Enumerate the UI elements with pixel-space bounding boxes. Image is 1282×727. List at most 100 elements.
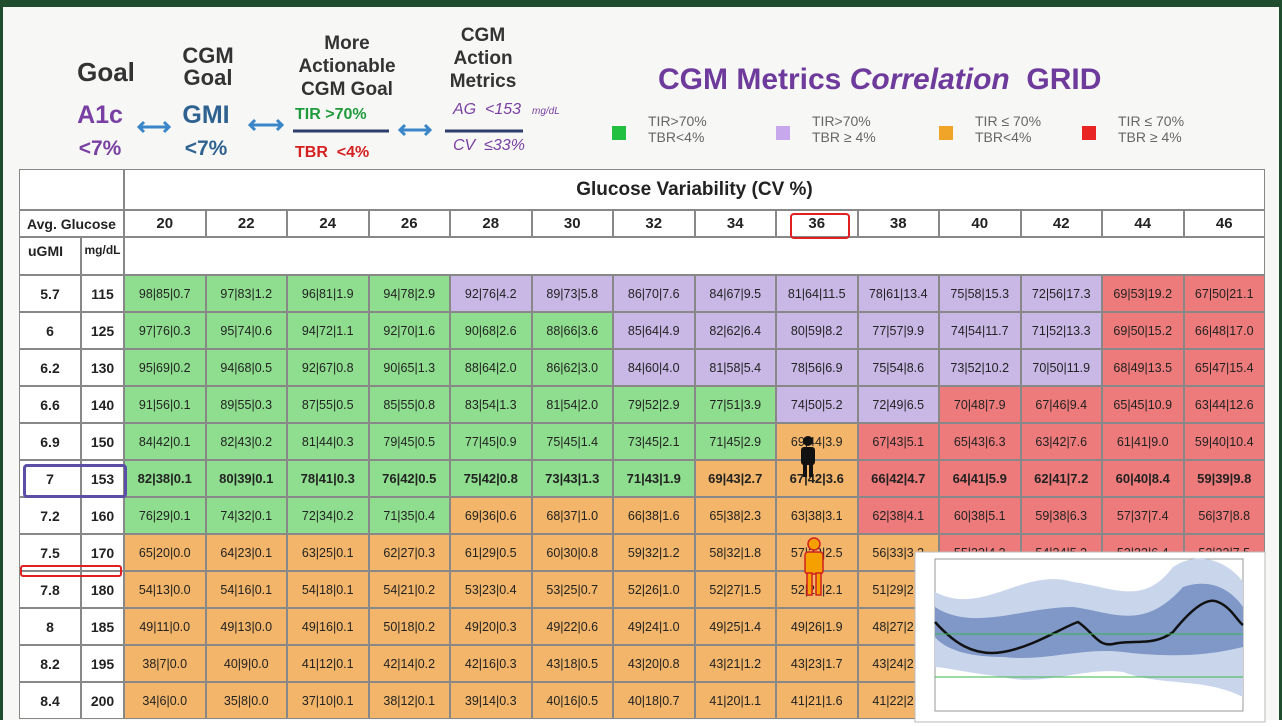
grid-cell: 49|20|0.3: [450, 608, 532, 645]
grid-cell: 84|60|4.0: [613, 349, 695, 386]
grid-cell: 84|42|0.1: [124, 423, 206, 460]
grid-cell: 66|48|17.0: [1183, 312, 1265, 349]
grid-cell: 42|16|0.3: [450, 645, 532, 682]
row-mg: 115: [81, 275, 124, 312]
grid-cell: 88|64|2.0: [450, 349, 532, 386]
grid-cell: 39|14|0.3: [450, 682, 532, 719]
grid-cell: 74|54|11.7: [939, 312, 1021, 349]
row-header: Avg. Glucose: [19, 210, 124, 237]
row-mg: 140: [81, 386, 124, 423]
legend-text: TBR ≥ 4%: [812, 129, 876, 145]
grid-cell: 38|12|0.1: [368, 682, 450, 719]
legend-text: TBR<4%: [975, 129, 1032, 145]
grid-cell: 73|45|2.1: [613, 423, 695, 460]
grid-cell: 75|42|0.8: [450, 460, 532, 497]
grid-cell: 43|18|0.5: [531, 645, 613, 682]
grid-cell: 68|37|1.0: [531, 497, 613, 534]
grid-cell: 67|46|9.4: [1020, 386, 1102, 423]
grid-cell: 70|48|7.9: [939, 386, 1021, 423]
cv-metric: CV ≤33%: [453, 137, 525, 154]
grid-cell: 94|72|1.1: [287, 312, 369, 349]
grid-cell-hidden: [1183, 682, 1265, 719]
grid-cell: 79|52|2.9: [613, 386, 695, 423]
grid-cell: 94|68|0.5: [205, 349, 287, 386]
grid-cell: 40|9|0.0: [205, 645, 287, 682]
table-header-corner: [19, 169, 124, 210]
table-title-cell: Glucose Variability (CV %): [124, 169, 1265, 210]
grid-cell-hidden: [1020, 571, 1102, 608]
header-arrows: [136, 118, 523, 137]
tbr-goal: TBR <4%: [295, 144, 370, 161]
grid-cell: 52|28|2.1: [776, 571, 858, 608]
grid-cell-hidden: [1183, 571, 1265, 608]
grid-cell: 78|41|0.3: [287, 460, 369, 497]
grid-cell: 60|40|8.4: [1102, 460, 1184, 497]
grid-cell-hidden: [939, 571, 1021, 608]
grid-cell: 54|21|0.2: [368, 571, 450, 608]
grid-cell: 89|73|5.8: [531, 275, 613, 312]
grid-cell: 67|50|21.1: [1183, 275, 1265, 312]
row-gmi: 8.2: [19, 645, 81, 682]
cv-tick: 40: [939, 210, 1021, 237]
grid-cell: 71|52|13.3: [1020, 312, 1102, 349]
title-part: Correlation: [849, 63, 1010, 96]
row-marker: [20, 565, 122, 577]
legend-swatch: [612, 126, 626, 140]
grid-cell: 57|33|2.5: [776, 534, 858, 571]
grid-cell: 49|11|0.0: [124, 608, 206, 645]
grid-cell: 52|33|7.5: [1183, 534, 1265, 571]
grid-cell: 63|42|7.6: [1020, 423, 1102, 460]
row-mg: 160: [81, 497, 124, 534]
row-mg: 180: [81, 571, 124, 608]
cv-tick: 28: [450, 210, 532, 237]
grid-cell: 41|21|1.6: [776, 682, 858, 719]
gmi-col-header: uGMI: [19, 237, 81, 275]
grid-cell-hidden: [1102, 608, 1184, 645]
grid-cell-hidden: [1102, 682, 1184, 719]
row-mg: 130: [81, 349, 124, 386]
grid-cell: 59|39|9.8: [1183, 460, 1265, 497]
grid-cell: 66|42|4.7: [857, 460, 939, 497]
legend-text: TIR>70%: [648, 113, 707, 129]
grid-cell-hidden: [1183, 645, 1265, 682]
grid-cell: 71|45|2.9: [694, 423, 776, 460]
legend-text: TBR<4%: [648, 129, 705, 145]
row-gmi: 7.8: [19, 571, 81, 608]
cv-tick: 38: [857, 210, 939, 237]
grid-cell: 86|62|3.0: [531, 349, 613, 386]
grid-cell: 75|45|1.4: [531, 423, 613, 460]
cv-tick: 46: [1183, 210, 1265, 237]
grid-cell: 79|45|0.5: [368, 423, 450, 460]
grid-cell: 92|76|4.2: [450, 275, 532, 312]
cv-tick: 24: [287, 210, 369, 237]
grid-cell: 81|44|0.3: [287, 423, 369, 460]
grid-cell: 97|83|1.2: [205, 275, 287, 312]
grid-cell: 82|38|0.1: [124, 460, 206, 497]
grid-cell: 50|18|0.2: [368, 608, 450, 645]
gmi-metric: GMI: [182, 101, 230, 129]
grid-cell: 35|8|0.0: [205, 682, 287, 719]
grid-cell: 51|29|2.8: [857, 571, 939, 608]
row-gmi: 6.6: [19, 386, 81, 423]
grid-cell: 40|18|0.7: [613, 682, 695, 719]
grid-cell: 78|61|13.4: [857, 275, 939, 312]
gmi-target: <7%: [184, 137, 228, 160]
grid-cell: 56|33|3.3: [857, 534, 939, 571]
row-mg: 200: [81, 682, 124, 719]
grid-cell: 65|45|10.9: [1102, 386, 1184, 423]
grid-cell: 61|41|9.0: [1102, 423, 1184, 460]
grid-cell: 53|33|6.4: [1102, 534, 1184, 571]
grid-cell: 84|67|9.5: [694, 275, 776, 312]
cgm-goal-label: Goal: [183, 65, 233, 90]
grid-cell: 75|58|15.3: [939, 275, 1021, 312]
grid-cell: 56|37|8.8: [1183, 497, 1265, 534]
cv-tick: 32: [613, 210, 695, 237]
cv-tick: 30: [531, 210, 613, 237]
grid-cell: 54|13|0.0: [124, 571, 206, 608]
grid-cell: 65|38|2.3: [694, 497, 776, 534]
grid-cell: 64|41|5.9: [939, 460, 1021, 497]
grid-cell: 85|55|0.8: [368, 386, 450, 423]
grid-cell: 49|13|0.0: [205, 608, 287, 645]
grid-cell: 63|38|3.1: [776, 497, 858, 534]
grid-cell: 95|74|0.6: [205, 312, 287, 349]
